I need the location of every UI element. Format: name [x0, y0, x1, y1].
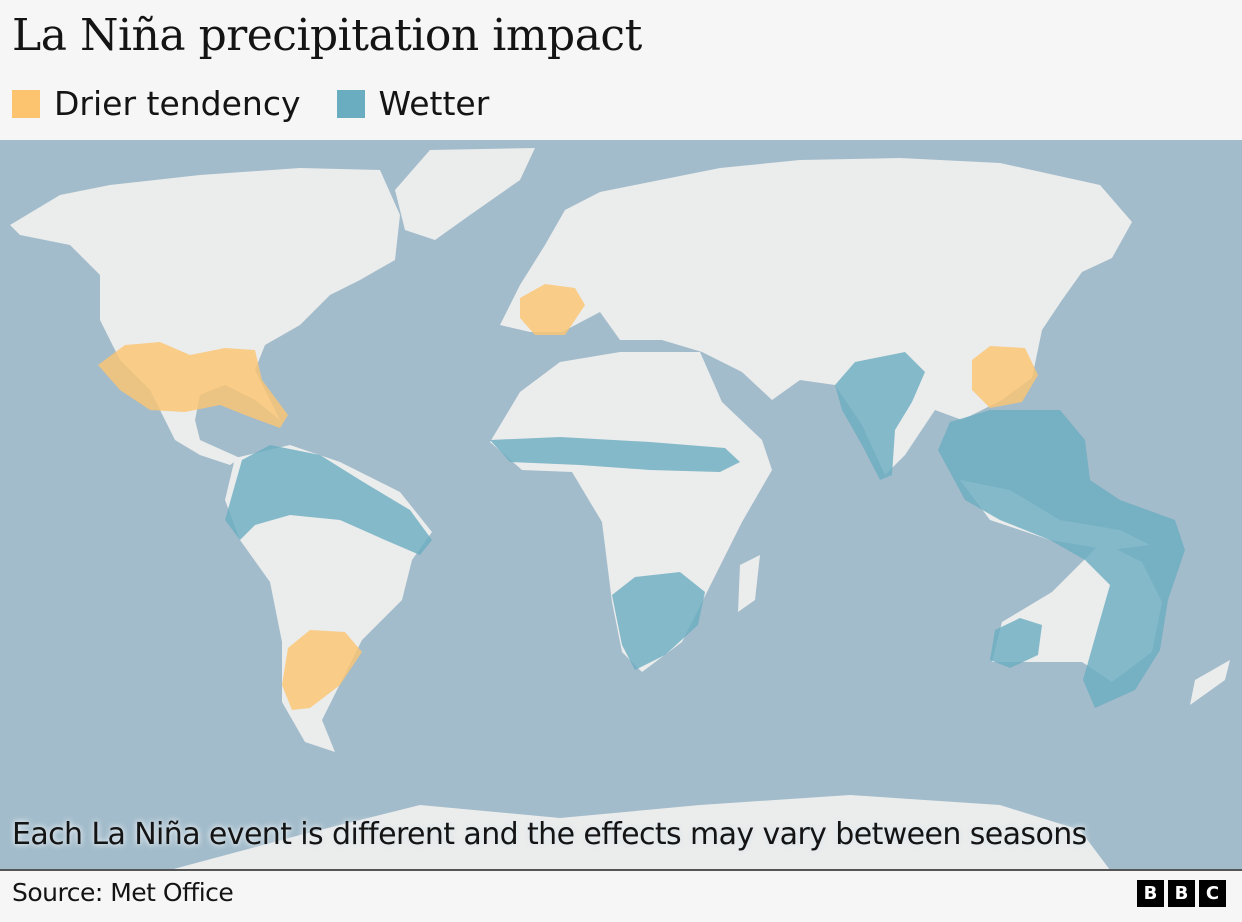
legend: Drier tendency Wetter	[12, 84, 525, 123]
legend-label-drier: Drier tendency	[54, 84, 301, 123]
chart-title: La Niña precipitation impact	[12, 10, 642, 61]
bbc-logo: B B C	[1137, 880, 1226, 907]
drier-region-southern-china	[972, 346, 1038, 408]
wetter-region-sahel	[490, 437, 740, 472]
legend-label-wetter: Wetter	[378, 84, 490, 123]
wetter-region-southeast-asia-australia	[938, 410, 1185, 708]
footer-divider	[0, 869, 1242, 871]
bbc-logo-letter: B	[1137, 880, 1164, 907]
legend-item-wetter: Wetter	[336, 84, 490, 123]
source-text: Source: Met Office	[12, 878, 234, 907]
north-america	[10, 168, 400, 465]
footnote: Each La Niña event is different and the …	[12, 817, 1087, 852]
wetter-region-western-australia	[990, 618, 1042, 668]
new-zealand	[1190, 660, 1230, 705]
madagascar	[738, 555, 760, 612]
drier-regions	[98, 284, 1038, 710]
drier-region-southern-us-mexico	[98, 342, 288, 428]
drier-region-argentina	[282, 630, 362, 710]
eurasia	[500, 158, 1132, 475]
greenland	[395, 148, 535, 240]
wetter-region-india	[835, 352, 925, 480]
legend-swatch-drier	[12, 89, 40, 118]
bbc-logo-letter: C	[1199, 880, 1226, 907]
antarctica	[170, 795, 1110, 870]
drier-region-iberia	[520, 284, 585, 335]
world-map	[0, 140, 1242, 870]
legend-item-drier: Drier tendency	[12, 84, 301, 123]
bbc-logo-letter: B	[1168, 880, 1195, 907]
wetter-region-southern-africa	[612, 572, 705, 670]
legend-swatch-wetter	[336, 89, 365, 118]
wetter-region-northern-south-america	[225, 445, 432, 555]
wetter-regions	[225, 352, 1185, 708]
